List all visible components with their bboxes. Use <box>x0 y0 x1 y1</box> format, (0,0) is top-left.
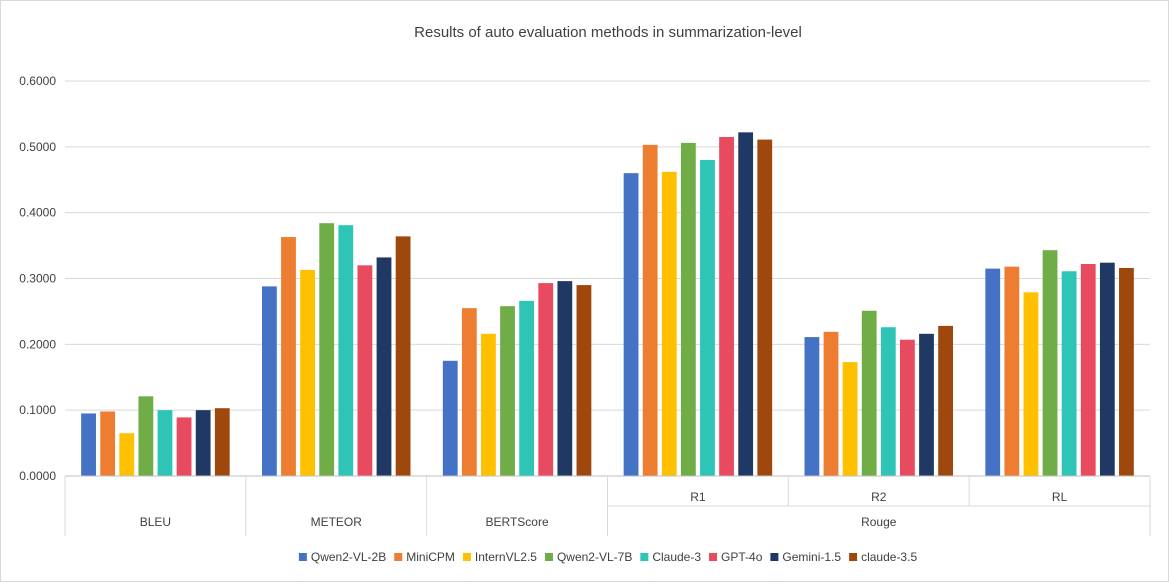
bar <box>719 136 734 477</box>
bar <box>700 160 715 476</box>
bar <box>661 171 677 476</box>
y-tick-label: 0.6000 <box>19 74 56 88</box>
bar <box>214 408 230 476</box>
bar <box>195 410 211 476</box>
bar <box>1099 262 1115 476</box>
x-category-label: BERTScore <box>486 515 549 529</box>
x-category-label: R2 <box>871 490 887 504</box>
bar <box>81 413 96 476</box>
bar <box>861 310 877 476</box>
bar <box>319 223 335 476</box>
legend-swatch <box>298 553 307 561</box>
legend-label: Qwen2-VL-2B <box>311 550 386 564</box>
bar <box>623 173 639 476</box>
bar <box>1042 250 1058 476</box>
gridlines <box>65 80 1150 411</box>
bar <box>357 265 373 476</box>
y-tick-label: 0.4000 <box>19 206 56 220</box>
legend-label: claude-3.5 <box>861 550 917 564</box>
legend: Qwen2-VL-2B MiniCPM InternVL2.5 Qwen2-VL-7B… <box>298 550 917 564</box>
bar <box>1004 266 1020 476</box>
bar <box>262 286 277 476</box>
legend-label: Gemini-1.5 <box>782 550 841 564</box>
bar <box>938 325 953 476</box>
legend-label: GPT-4o <box>721 550 763 564</box>
chart-title: Results of auto evaluation methods in su… <box>414 24 802 41</box>
legend-label: InternVL2.5 <box>475 550 537 564</box>
x-group-label: Rouge <box>861 515 897 529</box>
x-category-label: METEOR <box>311 515 363 529</box>
legend-swatch <box>849 553 858 561</box>
bar <box>376 257 392 476</box>
y-axis-ticks: 0.0000 0.1000 0.2000 0.3000 0.4000 0.5000 0.60… <box>19 74 56 483</box>
bar <box>823 331 839 476</box>
y-tick-label: 0.0000 <box>19 469 56 483</box>
bar <box>281 237 296 476</box>
bar <box>919 333 934 476</box>
legend-swatch <box>462 553 471 561</box>
bar <box>338 225 354 476</box>
bar <box>576 285 592 476</box>
bar <box>538 283 554 476</box>
bar <box>680 142 696 476</box>
legend-swatch <box>770 553 779 561</box>
y-tick-label: 0.5000 <box>19 140 56 154</box>
bar <box>138 396 154 476</box>
bar <box>1119 267 1134 476</box>
x-category-label: R1 <box>690 490 706 504</box>
bar <box>395 236 411 476</box>
bar <box>804 337 820 476</box>
bar <box>442 360 458 476</box>
bar <box>1023 292 1039 476</box>
bar <box>880 327 896 476</box>
x-axis: BLEU METEOR BERTScore R1 R2 RL Rouge <box>64 475 1151 536</box>
bar <box>557 281 573 476</box>
y-tick-label: 0.2000 <box>19 337 56 351</box>
y-tick-label: 0.3000 <box>19 272 56 286</box>
legend-swatch <box>640 553 649 561</box>
bar <box>842 362 858 476</box>
bar <box>900 339 915 476</box>
bar <box>519 300 535 476</box>
bar <box>100 411 116 476</box>
bar <box>500 306 515 476</box>
bar <box>1061 271 1077 476</box>
bars <box>81 132 1134 477</box>
legend-swatch <box>709 553 718 561</box>
x-category-label: RL <box>1052 490 1068 504</box>
legend-label: MiniCPM <box>406 550 455 564</box>
bar <box>119 433 135 476</box>
bar <box>642 144 658 476</box>
bar <box>300 269 315 476</box>
bar <box>176 417 192 476</box>
bar <box>985 268 1001 476</box>
bar <box>1080 264 1096 476</box>
legend-swatch <box>394 553 403 561</box>
bar <box>157 410 173 476</box>
bar <box>481 333 496 476</box>
y-tick-label: 0.1000 <box>19 403 56 417</box>
bar <box>461 308 477 476</box>
bar <box>757 139 773 476</box>
legend-swatch <box>544 553 553 561</box>
legend-label: Qwen2-VL-7B <box>557 550 632 564</box>
bar <box>738 132 754 476</box>
x-category-label: BLEU <box>140 515 171 529</box>
legend-label: Claude-3 <box>652 550 701 564</box>
